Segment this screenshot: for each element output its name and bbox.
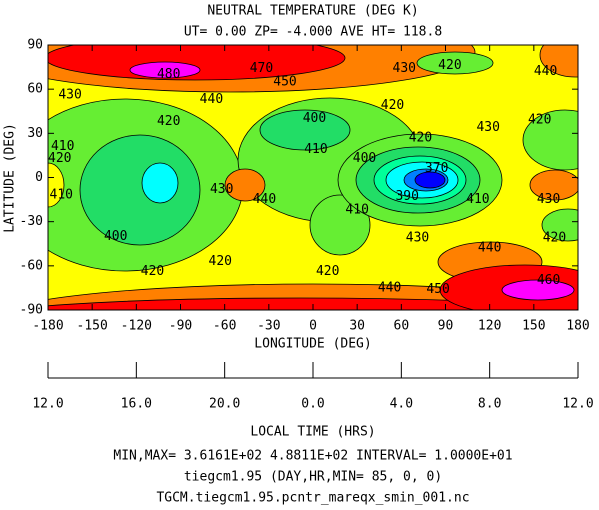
- x-tick-label: -150: [77, 319, 108, 334]
- x-tick-label: 150: [522, 319, 545, 334]
- contour-label: 420: [543, 230, 566, 245]
- contour-label: 440: [534, 64, 557, 79]
- contour-label: 440: [200, 92, 223, 107]
- contour-label: 410: [466, 192, 489, 207]
- contour-label: 480: [157, 67, 180, 82]
- contour-label: 420: [209, 254, 232, 269]
- x-tick-label: -30: [257, 319, 280, 334]
- contour-label: 420: [48, 151, 71, 166]
- x-tick-label: 30: [349, 319, 365, 334]
- contour-fill: [48, 45, 578, 310]
- contour-label: 470: [250, 61, 273, 76]
- footer-line: tiegcm1.95 (DAY,HR,MIN= 85, 0, 0): [184, 470, 442, 485]
- x-tick-label: 180: [566, 319, 589, 334]
- contour-label: 450: [426, 282, 449, 297]
- x-tick-label: -90: [169, 319, 192, 334]
- y-tick-label: -30: [20, 214, 43, 229]
- contour-label: 420: [438, 58, 461, 73]
- y-tick-label: -90: [20, 303, 43, 318]
- contour-label: 420: [409, 130, 432, 145]
- x2-tick-label: 4.0: [390, 397, 413, 412]
- chart-subtitle: UT= 0.00 ZP= -4.000 AVE HT= 118.8: [184, 25, 442, 40]
- y-tick-label: 60: [27, 82, 43, 97]
- x2-tick-label: 20.0: [209, 397, 240, 412]
- contour-label: 400: [104, 229, 127, 244]
- contour-label: 410: [304, 142, 327, 157]
- contour-label: 440: [478, 241, 501, 256]
- contour-label: 460: [537, 273, 560, 288]
- y-tick-label: 0: [35, 170, 43, 185]
- contour-label: 410: [345, 202, 368, 217]
- chart-title: NEUTRAL TEMPERATURE (DEG K): [207, 4, 418, 19]
- x-tick-label: -180: [32, 319, 63, 334]
- x2-tick-label: 8.0: [478, 397, 501, 412]
- contour-label: 370: [425, 161, 448, 176]
- contour-label: 410: [51, 139, 74, 154]
- x2-tick-label: 0.0: [301, 397, 324, 412]
- x-tick-label: 60: [394, 319, 410, 334]
- footer-line: TGCM.tiegcm1.95.pcntr_mareqx_smin_001.nc: [156, 491, 469, 506]
- contour-label: 410: [50, 188, 73, 203]
- contour-label: 420: [157, 114, 180, 129]
- x-tick-label: -120: [121, 319, 152, 334]
- contour-label: 400: [303, 111, 326, 126]
- contour-label: 430: [476, 120, 499, 135]
- contour-label: 440: [378, 280, 401, 295]
- contour-label: 420: [141, 264, 164, 279]
- contour-label: 430: [210, 182, 233, 197]
- contour-label: 440: [253, 192, 276, 207]
- contour-label: 420: [381, 98, 404, 113]
- y-axis-label: LATITUDE (DEG): [3, 123, 18, 233]
- x2-tick-label: 12.0: [562, 397, 593, 412]
- contour-label: 430: [537, 192, 560, 207]
- contour-label: 430: [406, 230, 429, 245]
- x2-tick-label: 12.0: [32, 397, 63, 412]
- x-tick-label: -60: [213, 319, 236, 334]
- x2-axis-label: LOCAL TIME (HRS): [250, 425, 375, 440]
- x-axis-label: LONGITUDE (DEG): [254, 337, 371, 352]
- contour-label: 400: [353, 151, 376, 166]
- y-tick-label: 90: [27, 38, 43, 53]
- x-tick-label: 90: [438, 319, 454, 334]
- contour-label: 430: [393, 61, 416, 76]
- x2-tick-label: 16.0: [121, 397, 152, 412]
- contour-label: 420: [528, 113, 551, 128]
- contour-label: 450: [273, 74, 296, 89]
- x-tick-label: 120: [478, 319, 501, 334]
- contour-label: 420: [316, 264, 339, 279]
- contour-label: 430: [58, 88, 81, 103]
- y-tick-label: -60: [20, 258, 43, 273]
- x-tick-label: 0: [309, 319, 317, 334]
- y-tick-label: 30: [27, 126, 43, 141]
- footer-line: MIN,MAX= 3.6161E+02 4.8811E+02 INTERVAL=…: [113, 449, 512, 464]
- contour-label: 390: [395, 189, 418, 204]
